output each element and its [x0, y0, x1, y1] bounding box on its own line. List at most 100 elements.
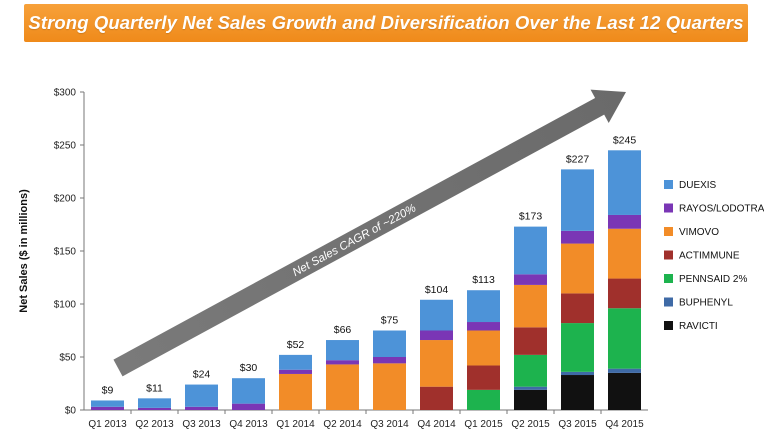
bar-total-label: $9: [102, 384, 114, 396]
bar-segment: [373, 330, 406, 357]
x-tick-label: Q3 2015: [558, 419, 597, 430]
y-tick-label: $200: [54, 194, 77, 205]
bar-segment: [420, 330, 453, 341]
bar-segment: [185, 406, 218, 410]
cagr-arrow-label: Net Sales CAGR of ~220%: [291, 202, 418, 279]
x-tick-label: Q4 2014: [417, 419, 456, 430]
bar-segment: [561, 293, 594, 324]
legend-swatch: [664, 297, 673, 307]
y-tick-label: $0: [65, 406, 77, 417]
bar-total-label: $75: [381, 315, 399, 327]
bar-segment: [514, 284, 547, 328]
bar-segment: [279, 354, 312, 370]
bar-segment: [514, 226, 547, 275]
x-tick-label: Q4 2015: [605, 419, 644, 430]
page-title: Strong Quarterly Net Sales Growth and Di…: [28, 12, 744, 33]
bar-segment: [420, 299, 453, 331]
bar-segment: [279, 369, 312, 374]
bar-segment: [373, 357, 406, 364]
bar-segment: [467, 322, 500, 331]
bar-segment: [561, 323, 594, 372]
y-tick-label: $250: [54, 141, 77, 152]
cagr-arrow: Net Sales CAGR of ~220%: [113, 89, 627, 377]
cagr-arrow-shape: Net Sales CAGR of ~220%: [113, 89, 627, 377]
arrow-body: [113, 89, 627, 377]
bar-segment: [608, 150, 641, 215]
bar-segment: [467, 389, 500, 410]
y-tick-label: $100: [54, 300, 77, 311]
legend-label: DUEXIS: [679, 180, 717, 191]
total-labels: $9 $11 $24 $30 $52 $66 $75 $104 $113 $173 $227 $245: [102, 134, 637, 396]
y-tick-label: $50: [59, 353, 76, 364]
x-tick-label: Q2 2014: [323, 419, 362, 430]
bar-segment: [514, 389, 547, 410]
bar-segment: [561, 371, 594, 376]
bar-total-label: $173: [519, 211, 543, 223]
legend-swatch: [664, 227, 673, 236]
bar-segment: [608, 214, 641, 229]
bar-segment: [608, 278, 641, 309]
bar-segment: [608, 308, 641, 369]
y-tick-label: $300: [54, 88, 77, 99]
bar-segment: [326, 360, 359, 365]
bar-segment: [561, 169, 594, 231]
legend-label: ACTIMMUNE: [679, 251, 740, 262]
x-tick-label: Q1 2015: [464, 419, 503, 430]
bar-segment: [608, 368, 641, 373]
bar-segment: [608, 228, 641, 279]
legend-swatch: [664, 274, 673, 283]
bar-segment: [232, 378, 265, 404]
bar-segment: [420, 340, 453, 387]
legend-label: RAYOS/LODOTRA: [679, 204, 764, 215]
bar-segment: [326, 364, 359, 410]
bar-segment: [514, 274, 547, 285]
bar-total-label: $227: [566, 153, 590, 165]
legend: DUEXIS RAYOS/LODOTRA VIMOVO ACTIMMUNE PENNSA…: [664, 180, 764, 332]
bar-total-label: $104: [425, 284, 449, 296]
legend-label: RAVICTI: [679, 321, 718, 332]
legend-swatch: [664, 203, 673, 213]
bar-segment: [467, 365, 500, 390]
legend-swatch: [664, 250, 673, 260]
title-banner: Strong Quarterly Net Sales Growth and Di…: [24, 4, 748, 42]
bar-segment: [326, 340, 359, 361]
bar-segment: [561, 375, 594, 410]
bar-total-label: $66: [334, 324, 352, 336]
bars: [91, 150, 641, 410]
bar-total-label: $52: [287, 339, 305, 351]
bar-segment: [91, 406, 124, 410]
x-tick-label: Q2 2013: [135, 419, 174, 430]
x-tick-label: Q4 2013: [229, 419, 268, 430]
bar-segment: [561, 243, 594, 294]
x-tick-label: Q2 2015: [511, 419, 550, 430]
bar-segment: [185, 384, 218, 407]
bar-segment: [514, 327, 547, 355]
x-tick-label: Q1 2014: [276, 419, 315, 430]
bar-segment: [91, 400, 124, 407]
bar-segment: [373, 363, 406, 410]
x-tick-label: Q3 2014: [370, 419, 409, 430]
bar-total-label: $11: [146, 382, 163, 394]
legend-swatch: [664, 180, 673, 189]
bar-segment: [420, 386, 453, 410]
bar-segment: [608, 372, 641, 410]
x-tick-label: Q3 2013: [182, 419, 221, 430]
legend-label: BUPHENYL: [679, 298, 733, 309]
bar-total-label: $24: [193, 369, 211, 381]
bar-segment: [138, 398, 171, 408]
bar-segment: [514, 386, 547, 390]
bar-segment: [138, 407, 171, 410]
bar-total-label: $245: [613, 134, 637, 146]
legend-label: VIMOVO: [679, 227, 719, 238]
bar-segment: [467, 330, 500, 366]
bar-segment: [561, 230, 594, 244]
legend-label: PENNSAID 2%: [679, 274, 747, 285]
bar-segment: [279, 373, 312, 410]
bar-total-label: $113: [472, 274, 495, 286]
bar-segment: [232, 403, 265, 410]
bar-total-label: $30: [240, 362, 258, 374]
y-tick-label: $150: [54, 247, 77, 258]
y-axis-label: Net Sales ($ in millions): [18, 189, 30, 313]
axes: $0 $50 $100 $150 $200 $250 $300 Q1 2013 Q2 2013 Q…: [54, 88, 648, 430]
